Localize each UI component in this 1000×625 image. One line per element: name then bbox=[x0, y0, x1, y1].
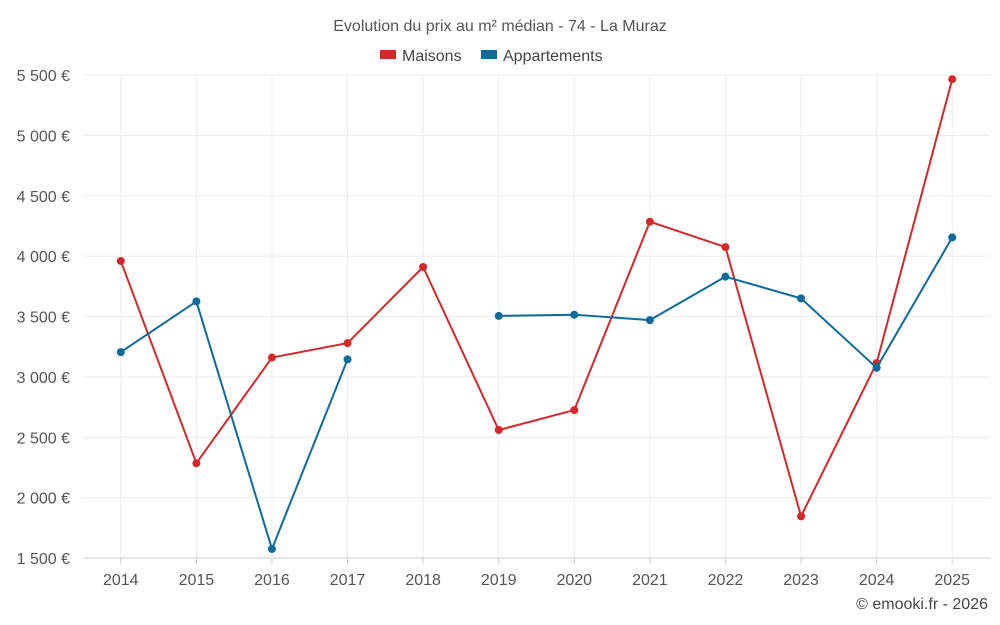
y-tick-label: 4 500 € bbox=[17, 189, 70, 206]
x-tick-label: 2025 bbox=[934, 572, 970, 589]
series-appartements bbox=[116, 233, 957, 553]
data-point[interactable] bbox=[116, 256, 125, 265]
x-tick-label: 2024 bbox=[859, 572, 895, 589]
data-point[interactable] bbox=[116, 348, 125, 357]
x-tick-label: 2023 bbox=[783, 572, 819, 589]
y-tick-label: 2 500 € bbox=[17, 430, 70, 447]
x-tick-label: 2017 bbox=[330, 572, 366, 589]
data-point[interactable] bbox=[267, 353, 276, 362]
data-point[interactable] bbox=[872, 363, 881, 372]
y-tick-label: 4 000 € bbox=[17, 249, 70, 266]
x-tick-label: 2015 bbox=[179, 572, 215, 589]
data-point[interactable] bbox=[948, 75, 957, 84]
data-point[interactable] bbox=[343, 355, 352, 364]
data-point[interactable] bbox=[192, 297, 201, 306]
data-point[interactable] bbox=[192, 459, 201, 468]
legend-label: Appartements bbox=[503, 48, 603, 65]
series-layer bbox=[116, 75, 957, 553]
data-point[interactable] bbox=[721, 272, 730, 281]
series-line bbox=[119, 78, 954, 518]
legend-swatch bbox=[481, 50, 497, 59]
data-point[interactable] bbox=[721, 243, 730, 252]
data-point[interactable] bbox=[267, 544, 276, 553]
x-tick-label: 2022 bbox=[708, 572, 744, 589]
data-point[interactable] bbox=[570, 406, 579, 415]
x-tick-label: 2014 bbox=[103, 572, 139, 589]
grid: 1 500 € 2 000 € 2 500 € 3 000 € 3 500 € 4 000… bbox=[17, 68, 990, 589]
credit-text: © emooki.fr - 2026 bbox=[856, 596, 988, 613]
y-tick-label: 5 000 € bbox=[17, 128, 70, 145]
x-tick-label: 2020 bbox=[556, 572, 592, 589]
data-point[interactable] bbox=[570, 310, 579, 319]
legend-swatch bbox=[380, 50, 396, 59]
data-point[interactable] bbox=[494, 426, 503, 435]
data-point[interactable] bbox=[645, 316, 654, 325]
y-tick-label: 1 500 € bbox=[17, 551, 70, 568]
x-tick-label: 2021 bbox=[632, 572, 668, 589]
legend-item-maisons[interactable]: Maisons bbox=[380, 48, 462, 65]
data-point[interactable] bbox=[494, 311, 503, 320]
y-tick-label: 2 000 € bbox=[17, 491, 70, 508]
data-point[interactable] bbox=[645, 217, 654, 226]
y-tick-label: 3 000 € bbox=[17, 370, 70, 387]
data-point[interactable] bbox=[419, 262, 428, 271]
legend-item-appartements[interactable]: Appartements bbox=[481, 48, 603, 65]
data-point[interactable] bbox=[343, 339, 352, 348]
y-tick-label: 5 500 € bbox=[17, 68, 70, 85]
x-tick-label: 2018 bbox=[405, 572, 441, 589]
x-tick-label: 2016 bbox=[254, 572, 290, 589]
data-point[interactable] bbox=[797, 512, 806, 521]
series-maisons bbox=[116, 75, 957, 521]
chart-title: Evolution du prix au m² médian - 74 - La… bbox=[333, 18, 666, 35]
data-point[interactable] bbox=[948, 233, 957, 242]
y-tick-label: 3 500 € bbox=[17, 310, 70, 327]
legend-label: Maisons bbox=[402, 48, 462, 65]
legend: Maisons Appartements bbox=[380, 48, 603, 65]
x-tick-label: 2019 bbox=[481, 572, 517, 589]
series-line bbox=[120, 300, 349, 550]
data-point[interactable] bbox=[797, 294, 806, 303]
